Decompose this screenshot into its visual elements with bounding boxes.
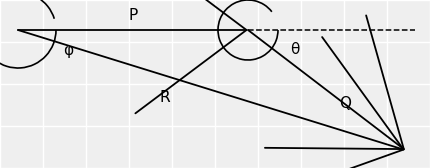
Text: θ: θ	[290, 43, 299, 57]
Text: R: R	[160, 91, 170, 106]
Text: Q: Q	[338, 95, 350, 111]
Text: P: P	[128, 8, 137, 23]
Text: φ: φ	[63, 43, 73, 57]
